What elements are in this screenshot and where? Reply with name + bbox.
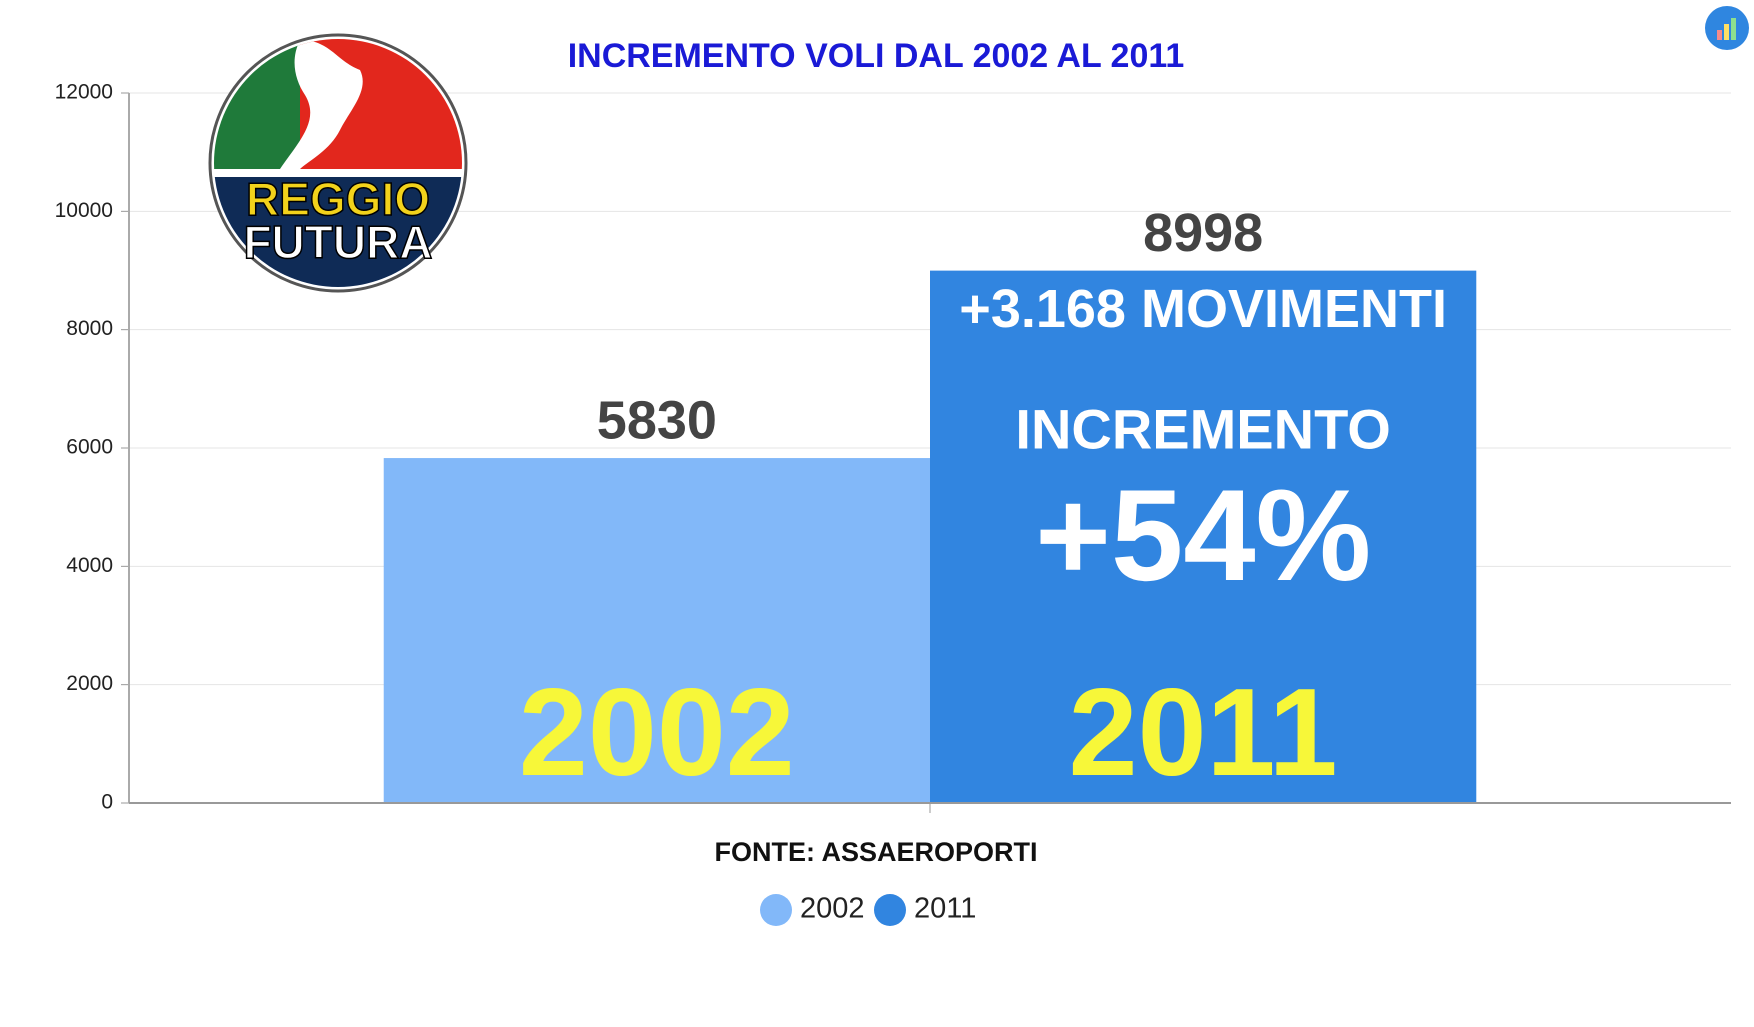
logo: REGGIO FUTURA [208, 33, 468, 293]
logo-text: REGGIO [246, 173, 430, 225]
annotation: 2002 [519, 664, 795, 802]
value-label: 8998 [1143, 203, 1263, 263]
y-tick-label: 8000 [66, 317, 113, 340]
y-tick-label: 12000 [55, 81, 113, 104]
legend-marker [760, 894, 792, 926]
y-tick-label: 10000 [55, 199, 113, 222]
source: FONTE: ASSAEROPORTI [714, 837, 1037, 867]
y-tick-label: 0 [101, 791, 113, 814]
chart-title: INCREMENTO VOLI DAL 2002 AL 2011 [568, 37, 1185, 75]
y-tick-label: 6000 [66, 436, 113, 459]
value-label: 5830 [597, 390, 717, 450]
legend-label: 2002 [800, 893, 865, 925]
bar [383, 458, 930, 803]
app-icon [1705, 6, 1749, 50]
logo-text: FUTURA [243, 216, 432, 268]
y-tick-label: 2000 [66, 672, 113, 695]
annotation: +3.168 MOVIMENTI [959, 279, 1447, 339]
annotation: +54% [1035, 462, 1371, 608]
bar [930, 270, 1477, 803]
annotation: 2011 [1069, 664, 1338, 802]
legend-label: 2011 [914, 893, 976, 925]
annotation: INCREMENTO [1015, 397, 1390, 460]
legend-marker [874, 894, 906, 926]
y-tick-label: 4000 [66, 554, 113, 577]
